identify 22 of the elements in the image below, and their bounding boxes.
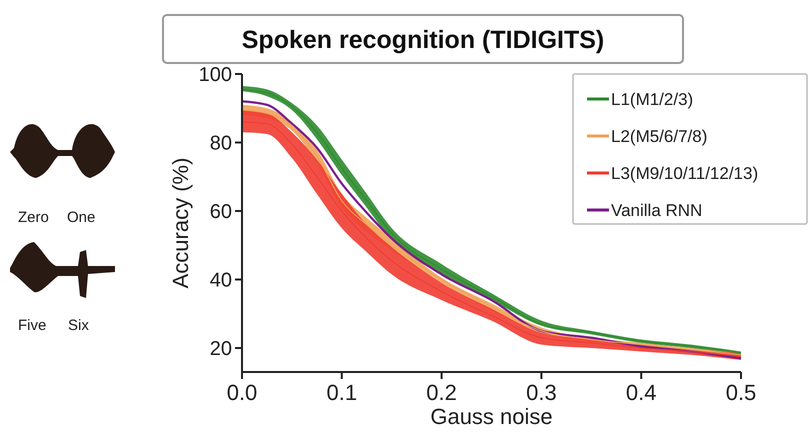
- x-tick-label: 0.3: [526, 380, 557, 405]
- x-tick-label: 0.4: [626, 380, 656, 405]
- text: Zero: [18, 209, 49, 226]
- y-tick-label: 20: [210, 338, 232, 360]
- x-tick-label: 0.5: [726, 380, 756, 405]
- text: One: [67, 209, 96, 226]
- y-tick-label: 80: [210, 132, 232, 155]
- x-tick-label: 0.2: [426, 380, 457, 405]
- x-tick-label: 0.0: [226, 380, 258, 405]
- legend-label: L1(M1/2/3): [611, 90, 694, 109]
- x-tick-label: 0.1: [326, 380, 358, 405]
- text: Five: [18, 317, 46, 334]
- text: Six: [68, 317, 90, 334]
- y-tick-label: 40: [210, 270, 232, 292]
- y-tick-label: 60: [210, 201, 232, 224]
- chart-title: Spoken recognition (TIDIGITS): [242, 26, 604, 54]
- y-axis-title: Accuracy (%): [168, 158, 193, 288]
- legend-label: L2(M5/6/7/8): [611, 127, 708, 146]
- x-axis-title: Gauss noise: [430, 404, 553, 429]
- y-tick-label: 100: [198, 64, 232, 86]
- legend-label: Vanilla RNN: [611, 201, 702, 220]
- legend-label: L3(M9/10/11/12/13): [611, 164, 758, 183]
